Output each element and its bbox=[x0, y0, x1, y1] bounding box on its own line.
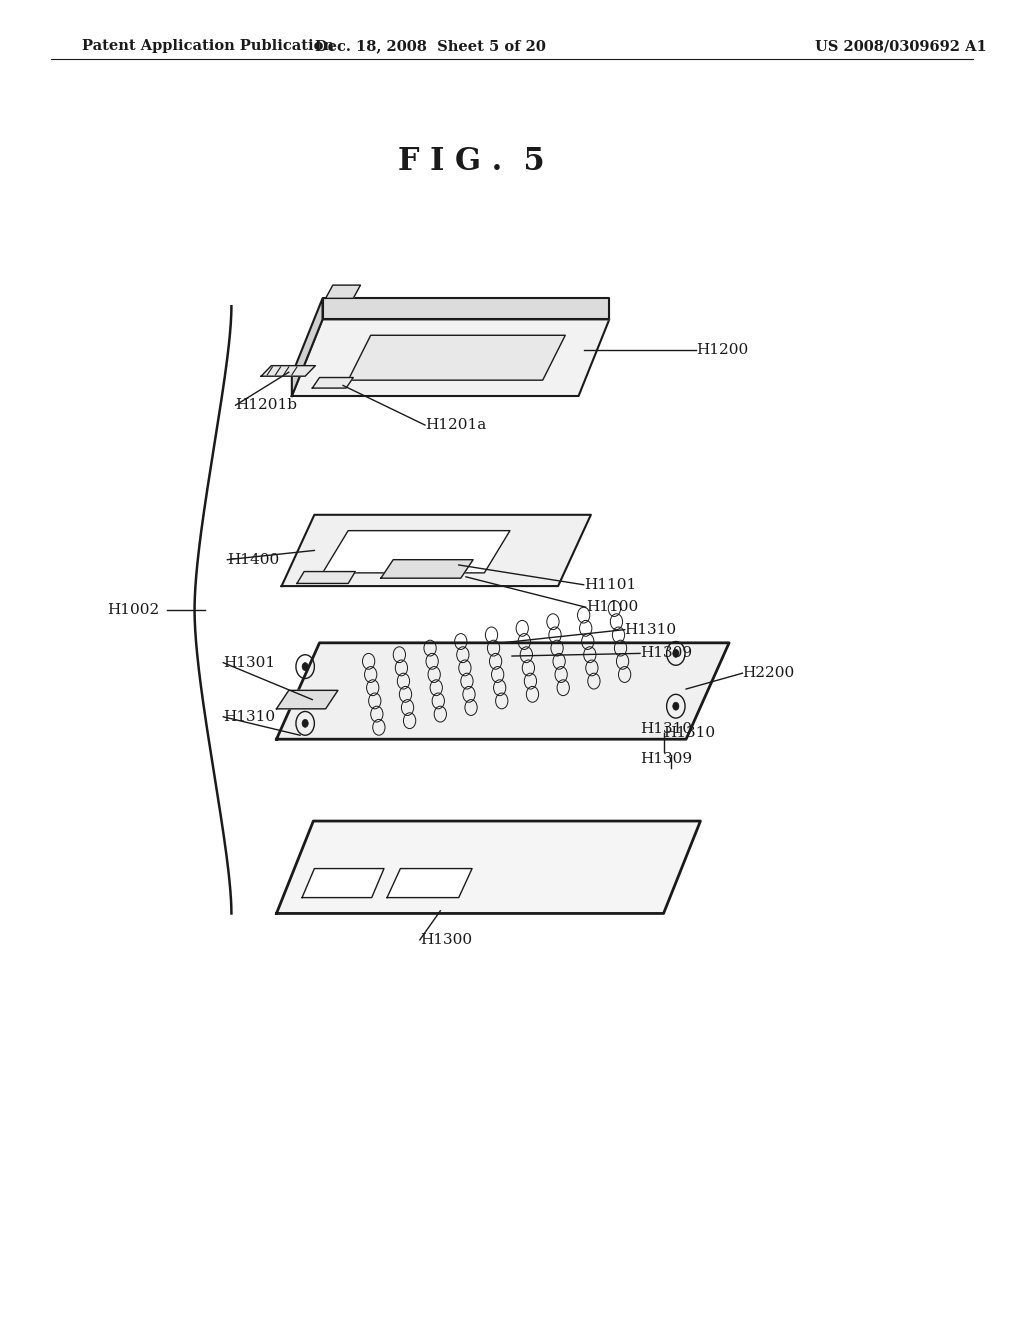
Polygon shape bbox=[282, 515, 591, 586]
Polygon shape bbox=[326, 285, 360, 298]
Polygon shape bbox=[292, 319, 609, 396]
Circle shape bbox=[673, 702, 679, 710]
Text: H1300: H1300 bbox=[420, 933, 472, 946]
Polygon shape bbox=[387, 869, 472, 898]
Text: Dec. 18, 2008  Sheet 5 of 20: Dec. 18, 2008 Sheet 5 of 20 bbox=[314, 40, 546, 53]
Text: H1400: H1400 bbox=[227, 553, 280, 566]
Circle shape bbox=[302, 663, 308, 671]
Polygon shape bbox=[323, 298, 609, 319]
Polygon shape bbox=[348, 335, 565, 380]
Polygon shape bbox=[381, 560, 473, 578]
Text: US 2008/0309692 A1: US 2008/0309692 A1 bbox=[815, 40, 987, 53]
Text: H1301: H1301 bbox=[223, 656, 275, 669]
Polygon shape bbox=[292, 298, 323, 396]
Text: H2200: H2200 bbox=[742, 667, 795, 680]
Polygon shape bbox=[261, 366, 315, 376]
Text: H1310: H1310 bbox=[223, 710, 275, 723]
Text: H1309: H1309 bbox=[640, 647, 692, 660]
Text: Patent Application Publication: Patent Application Publication bbox=[82, 40, 334, 53]
Text: H1310: H1310 bbox=[664, 726, 716, 739]
Text: H1200: H1200 bbox=[696, 343, 749, 356]
Polygon shape bbox=[302, 869, 384, 898]
Text: H1101: H1101 bbox=[584, 578, 636, 591]
Polygon shape bbox=[276, 690, 338, 709]
Polygon shape bbox=[276, 821, 700, 913]
Polygon shape bbox=[297, 572, 355, 583]
Circle shape bbox=[302, 719, 308, 727]
Text: H1002: H1002 bbox=[108, 603, 160, 616]
Text: F I G .  5: F I G . 5 bbox=[397, 145, 545, 177]
Polygon shape bbox=[312, 378, 353, 388]
Text: H1310: H1310 bbox=[625, 623, 677, 636]
Text: H1309: H1309 bbox=[640, 752, 692, 766]
Text: H1201a: H1201a bbox=[425, 418, 486, 432]
Text: H1100: H1100 bbox=[586, 601, 638, 614]
Circle shape bbox=[673, 649, 679, 657]
Text: H1310: H1310 bbox=[640, 722, 692, 735]
Polygon shape bbox=[323, 531, 510, 573]
Text: H1201b: H1201b bbox=[236, 399, 298, 412]
Polygon shape bbox=[276, 643, 729, 739]
